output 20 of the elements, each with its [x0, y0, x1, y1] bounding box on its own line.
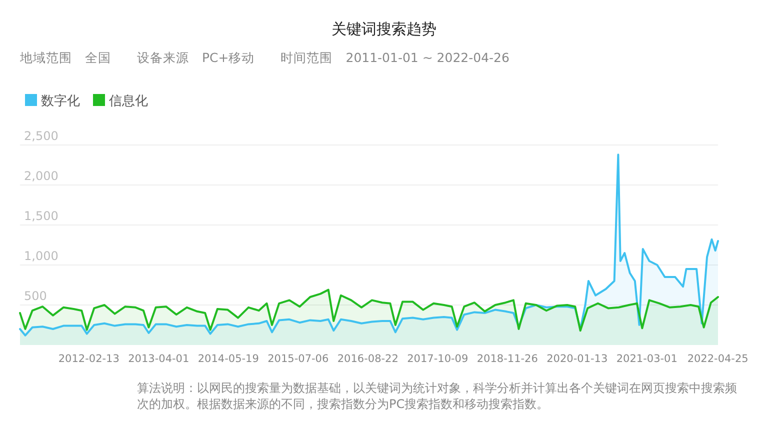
x-tick-label: 2012-02-13 — [58, 353, 120, 365]
y-tick-label: 500 — [24, 289, 47, 303]
x-tick-label: 2021-03-01 — [616, 353, 678, 365]
chart-subtitle: 地域范围 全国 设备来源 PC+移动 时间范围 2011-01-01 ~ 2022-04-26 — [19, 50, 510, 65]
x-tick-label: 2017-10-09 — [407, 353, 468, 365]
text: 算法说明：以网民的搜索量为数据基础，以关键词为统计对象，科学分析并计算出各个关键词在网页搜索中搜索频次的加权。根据数据来源的不同，搜索指数分为PC搜索指数和移动搜索指数。 — [137, 380, 738, 412]
legend-label: 数字化 — [41, 93, 80, 109]
y-tick-label: 2,000 — [24, 169, 58, 183]
y-tick-label: 1,000 — [24, 249, 58, 263]
y-tick-label: 2,500 — [24, 129, 58, 143]
legend-label: 信息化 — [109, 94, 148, 109]
y-tick-label: 1,500 — [24, 209, 58, 223]
x-tick-label: 2020-01-13 — [546, 353, 608, 365]
x-tick-label: 2022-04-25 — [687, 353, 748, 365]
x-tick-label: 2013-04-01 — [128, 353, 190, 365]
chart-title: 关键词搜索趋势 — [332, 20, 436, 38]
x-tick-label: 2016-08-22 — [337, 353, 398, 365]
x-tick-label: 2015-07-06 — [268, 353, 329, 365]
x-tick-label: 2018-11-26 — [476, 353, 538, 365]
x-tick-label: 2014-05-19 — [198, 353, 259, 365]
